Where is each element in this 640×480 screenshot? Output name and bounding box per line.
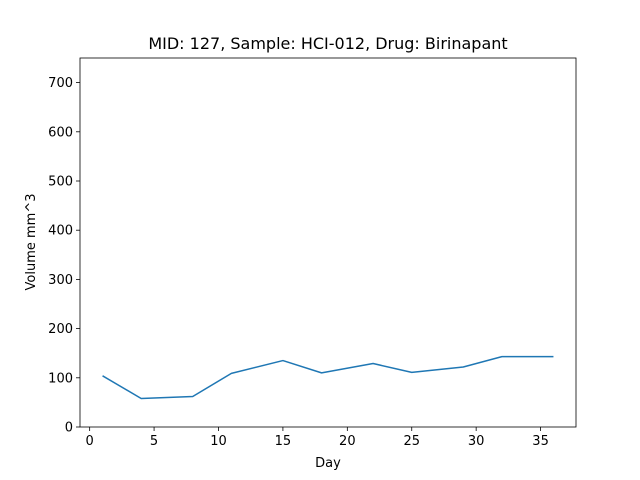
x-tick-label: 0	[86, 434, 94, 449]
x-axis-label: Day	[315, 456, 341, 471]
plot-area: 0 5 10 15 20 25 30 35 0 100 200 300 400 500 600 700	[48, 57, 577, 449]
x-tick-label: 20	[339, 434, 356, 449]
y-axis-label: Volume mm^3	[24, 194, 39, 291]
y-tick-label: 600	[48, 125, 73, 140]
y-tick-label: 200	[48, 322, 73, 337]
y-tick-label: 300	[48, 273, 73, 288]
y-tick-label: 700	[48, 76, 73, 91]
y-tick-label: 0	[65, 421, 73, 436]
x-tick-label: 25	[403, 434, 420, 449]
x-tick-label: 15	[275, 434, 292, 449]
data-line	[102, 355, 554, 400]
y-tick-label: 400	[48, 224, 73, 239]
x-tick-label: 5	[150, 434, 158, 449]
plot-frame	[79, 57, 577, 428]
x-tick-label: 35	[532, 434, 549, 449]
x-tick-label: 30	[468, 434, 485, 449]
chart-title: MID: 127, Sample: HCI-012, Drug: Birinap…	[148, 34, 507, 53]
y-tick-label: 100	[48, 371, 73, 386]
y-tick-label: 500	[48, 175, 73, 190]
x-tick-label: 10	[210, 434, 227, 449]
